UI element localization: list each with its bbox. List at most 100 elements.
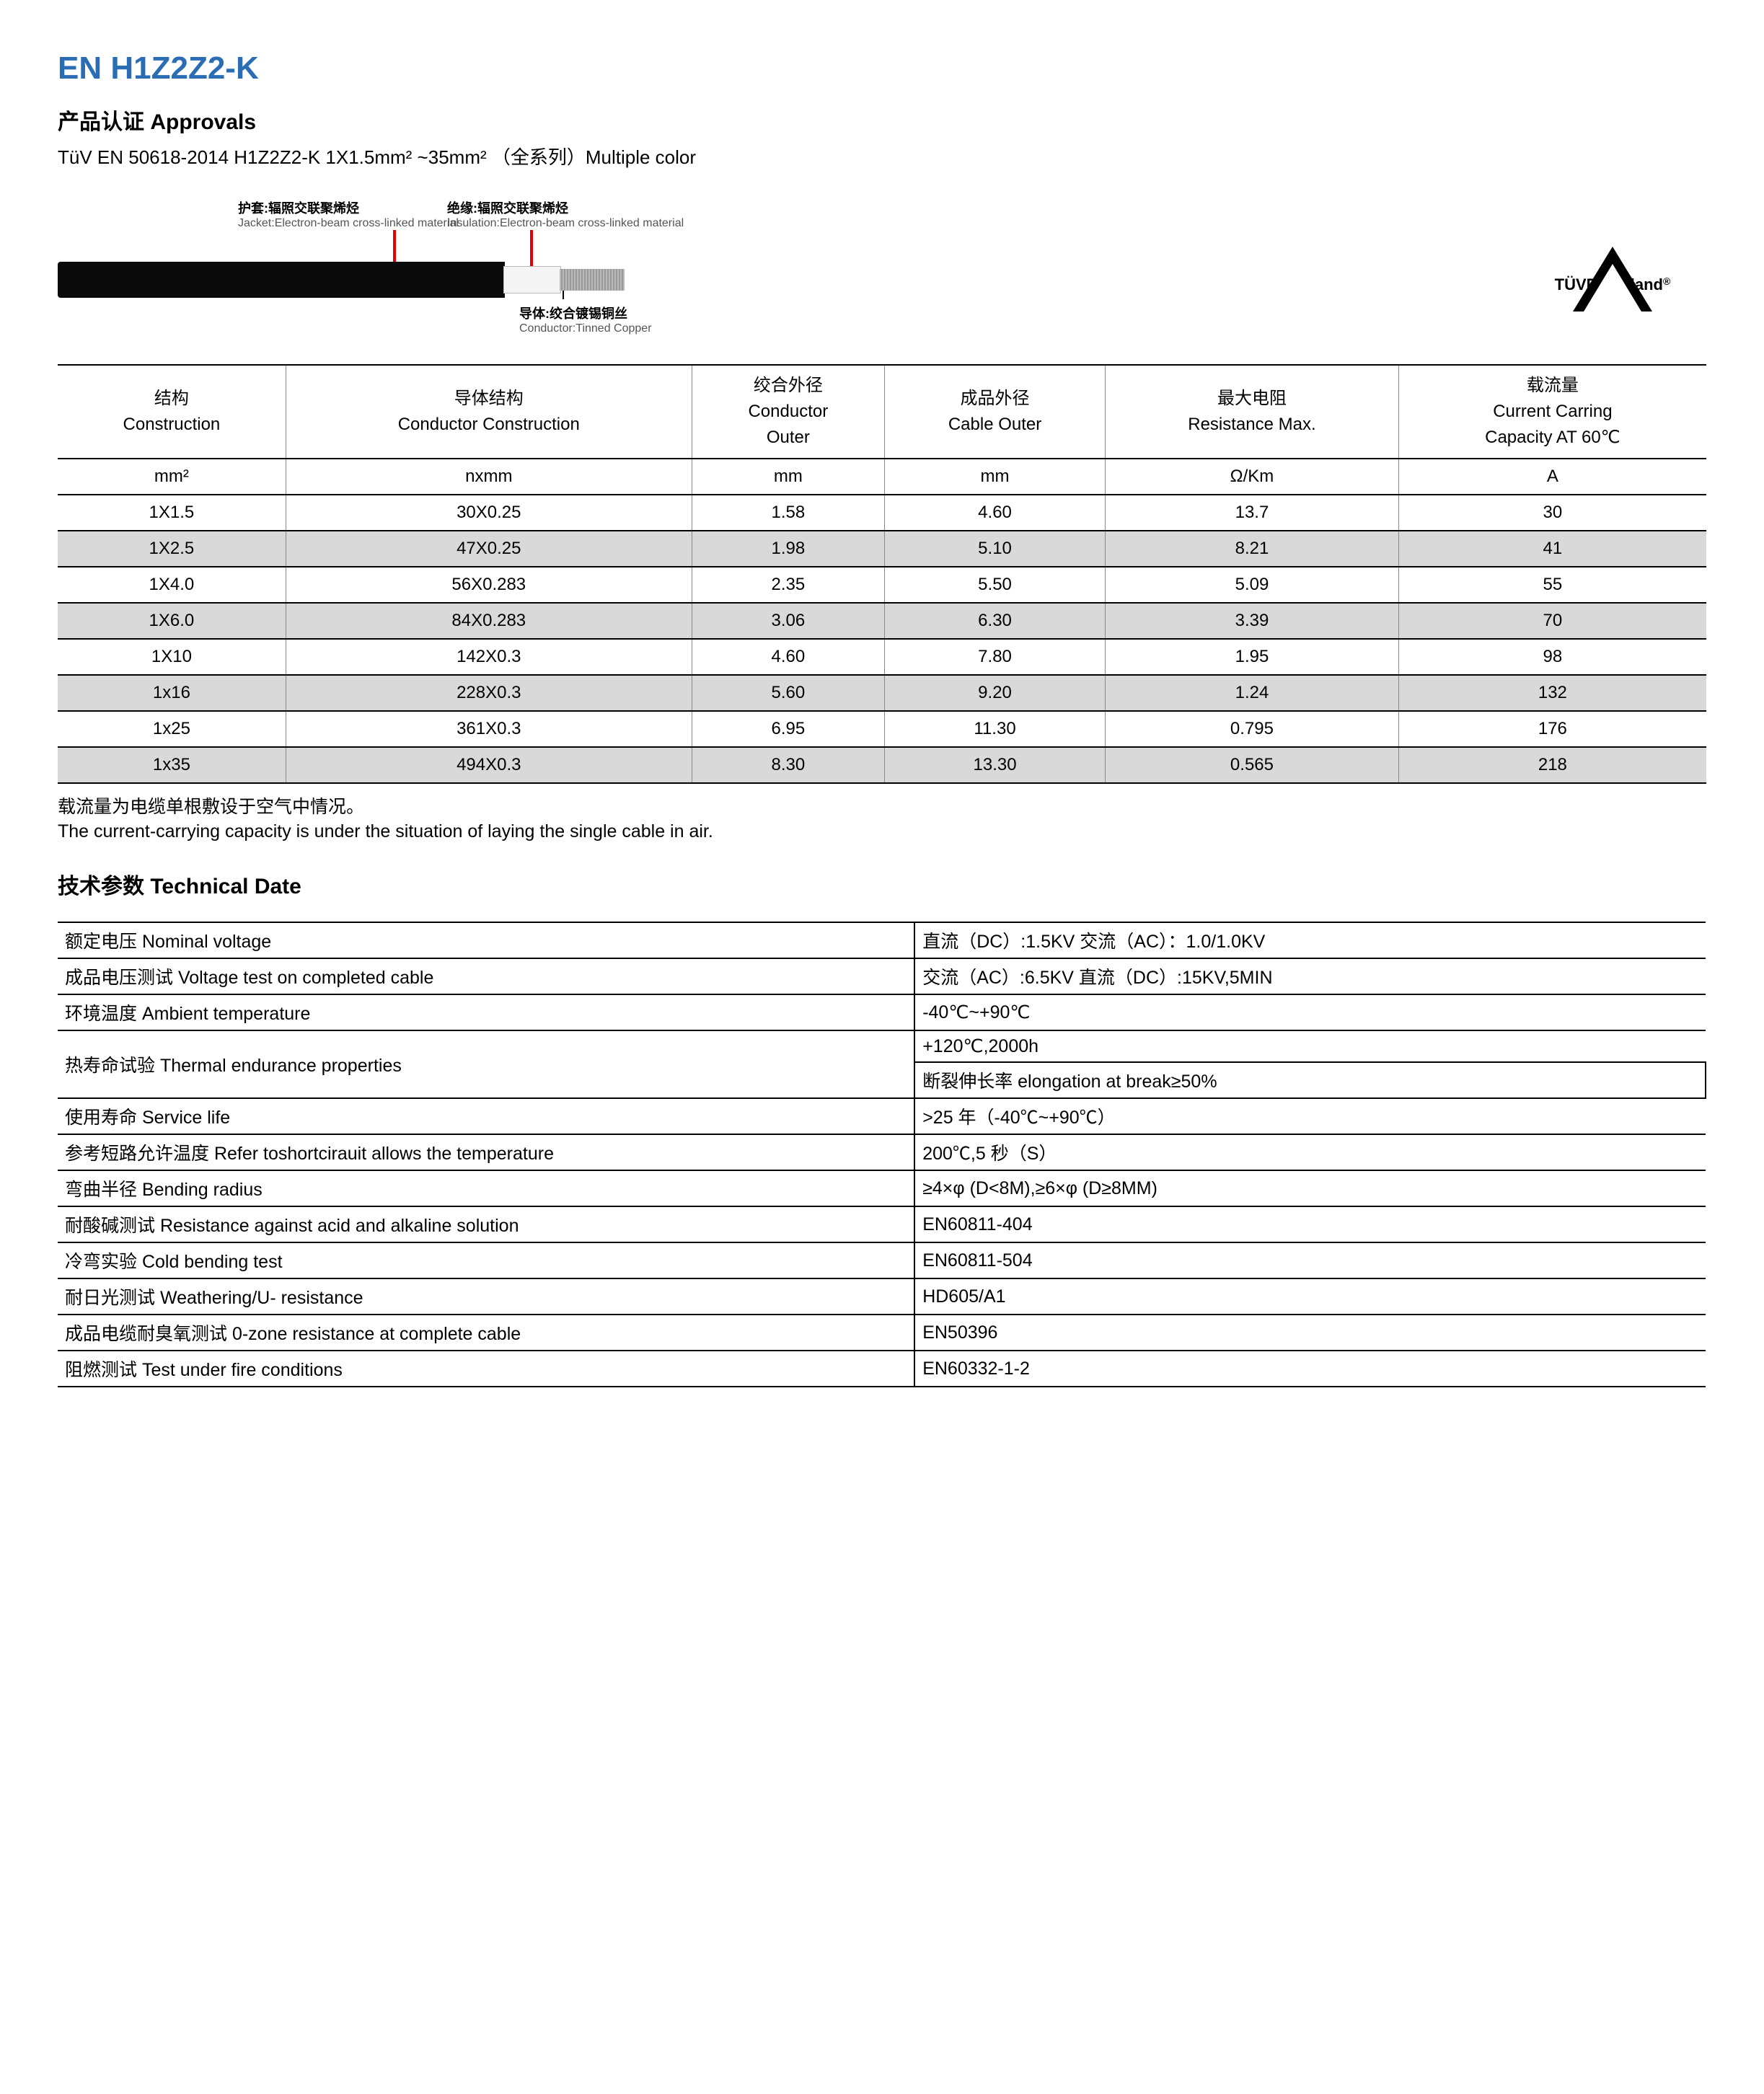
- spec-unit: nxmm: [286, 459, 692, 495]
- note-cn: 载流量为电缆单根敷设于空气中情况。: [58, 792, 1706, 818]
- spec-cell: 0.565: [1106, 747, 1399, 783]
- tech-label: 热寿命试验 Thermal endurance properties: [58, 1030, 914, 1098]
- spec-unit: Ω/Km: [1106, 459, 1399, 495]
- spec-cell: 30: [1398, 495, 1706, 531]
- tech-value: EN60811-504: [914, 1242, 1706, 1278]
- spec-cell: 5.10: [884, 531, 1105, 567]
- spec-cell: 1.58: [692, 495, 884, 531]
- cable-diagram: 护套:辐照交联聚烯烃 Jacket:Electron-beam cross-li…: [58, 198, 1490, 343]
- spec-cell: 56X0.283: [286, 567, 692, 603]
- tech-value: 200℃,5 秒（S）: [914, 1134, 1706, 1170]
- tech-value: ≥4×φ (D<8M),≥6×φ (D≥8MM): [914, 1170, 1706, 1206]
- tech-label: 阻燃测试 Test under fire conditions: [58, 1351, 914, 1387]
- spec-header: 最大电阻Resistance Max.: [1106, 365, 1399, 459]
- spec-cell: 1X1.5: [58, 495, 286, 531]
- tech-label: 弯曲半径 Bending radius: [58, 1170, 914, 1206]
- tech-label: 成品电压测试 Voltage test on completed cable: [58, 958, 914, 994]
- spec-cell: 30X0.25: [286, 495, 692, 531]
- spec-cell: 2.35: [692, 567, 884, 603]
- spec-cell: 8.21: [1106, 531, 1399, 567]
- spec-cell: 1.24: [1106, 675, 1399, 711]
- spec-cell: 1X10: [58, 639, 286, 675]
- spec-cell: 0.795: [1106, 711, 1399, 747]
- approvals-text: TüV EN 50618-2014 H1Z2Z2-K 1X1.5mm² ~35m…: [58, 143, 1706, 169]
- tech-value: 直流（DC）:1.5KV 交流（AC）：1.0/1.0KV: [914, 922, 1706, 958]
- tech-label: 使用寿命 Service life: [58, 1098, 914, 1134]
- spec-cell: 1.95: [1106, 639, 1399, 675]
- tech-value: +120℃,2000h: [914, 1030, 1706, 1062]
- spec-cell: 361X0.3: [286, 711, 692, 747]
- spec-cell: 176: [1398, 711, 1706, 747]
- spec-cell: 13.30: [884, 747, 1105, 783]
- spec-cell: 84X0.283: [286, 603, 692, 639]
- cable-diagram-row: 护套:辐照交联聚烯烃 Jacket:Electron-beam cross-li…: [58, 198, 1706, 343]
- tech-label: 成品电缆耐臭氧测试 0-zone resistance at complete …: [58, 1315, 914, 1351]
- spec-header: 结构Construction: [58, 365, 286, 459]
- jacket-label-en: Jacket:Electron-beam cross-linked materi…: [238, 217, 459, 230]
- tuv-logo: TÜVRheinland®: [1519, 247, 1706, 294]
- spec-cell: 142X0.3: [286, 639, 692, 675]
- spec-cell: 7.80: [884, 639, 1105, 675]
- conductor-shape: [560, 269, 625, 291]
- tech-label: 额定电压 Nominal voltage: [58, 922, 914, 958]
- tech-value: 交流（AC）:6.5KV 直流（DC）:15KV,5MIN: [914, 958, 1706, 994]
- spec-table: 结构Construction导体结构Conductor Construction…: [58, 364, 1706, 784]
- spec-cell: 132: [1398, 675, 1706, 711]
- insulation-shape: [503, 266, 561, 293]
- tech-table: 额定电压 Nominal voltage直流（DC）:1.5KV 交流（AC）：…: [58, 922, 1706, 1387]
- spec-cell: 494X0.3: [286, 747, 692, 783]
- tech-value: EN60811-404: [914, 1206, 1706, 1242]
- spec-header: 成品外径Cable Outer: [884, 365, 1105, 459]
- spec-cell: 5.60: [692, 675, 884, 711]
- spec-cell: 3.06: [692, 603, 884, 639]
- arrow-icon: [563, 291, 564, 299]
- spec-cell: 228X0.3: [286, 675, 692, 711]
- tech-value: -40℃~+90℃: [914, 994, 1706, 1030]
- tech-heading: 技术参数 Technical Date: [58, 868, 1706, 900]
- spec-cell: 47X0.25: [286, 531, 692, 567]
- tech-value: HD605/A1: [914, 1278, 1706, 1315]
- spec-cell: 1x25: [58, 711, 286, 747]
- spec-cell: 1X2.5: [58, 531, 286, 567]
- conductor-label-cn: 导体:绞合镀锡铜丝: [519, 304, 652, 322]
- tech-label: 耐酸碱测试 Resistance against acid and alkali…: [58, 1206, 914, 1242]
- spec-cell: 6.30: [884, 603, 1105, 639]
- spec-cell: 70: [1398, 603, 1706, 639]
- spec-cell: 11.30: [884, 711, 1105, 747]
- spec-cell: 9.20: [884, 675, 1105, 711]
- spec-cell: 1X6.0: [58, 603, 286, 639]
- spec-cell: 5.09: [1106, 567, 1399, 603]
- spec-unit: mm²: [58, 459, 286, 495]
- spec-cell: 1.98: [692, 531, 884, 567]
- jacket-shape: [58, 262, 505, 298]
- tech-value: EN50396: [914, 1315, 1706, 1351]
- tech-label: 耐日光测试 Weathering/U- resistance: [58, 1278, 914, 1315]
- tech-label: 冷弯实验 Cold bending test: [58, 1242, 914, 1278]
- spec-unit: A: [1398, 459, 1706, 495]
- spec-cell: 1X4.0: [58, 567, 286, 603]
- tech-label: 环境温度 Ambient temperature: [58, 994, 914, 1030]
- spec-cell: 1x16: [58, 675, 286, 711]
- jacket-label: 护套:辐照交联聚烯烃 Jacket:Electron-beam cross-li…: [238, 198, 459, 230]
- spec-cell: 13.7: [1106, 495, 1399, 531]
- spec-cell: 98: [1398, 639, 1706, 675]
- note-en: The current-carrying capacity is under t…: [58, 821, 1706, 842]
- tuv-triangle-icon: [1573, 247, 1652, 312]
- conductor-label: 导体:绞合镀锡铜丝 Conductor:Tinned Copper: [519, 304, 652, 335]
- spec-header: 绞合外径ConductorOuter: [692, 365, 884, 459]
- spec-header: 载流量Current CarringCapacity AT 60℃: [1398, 365, 1706, 459]
- insulation-label-cn: 绝缘:辐照交联聚烯烃: [447, 198, 684, 217]
- tech-value: 断裂伸长率 elongation at break≥50%: [914, 1062, 1706, 1098]
- spec-cell: 4.60: [884, 495, 1105, 531]
- conductor-label-en: Conductor:Tinned Copper: [519, 322, 652, 335]
- approvals-heading: 产品认证 Approvals: [58, 104, 1706, 136]
- insulation-label-en: Insulation:Electron-beam cross-linked ma…: [447, 217, 684, 230]
- spec-cell: 1x35: [58, 747, 286, 783]
- tech-value: >25 年（-40℃~+90℃）: [914, 1098, 1706, 1134]
- spec-cell: 3.39: [1106, 603, 1399, 639]
- spec-unit: mm: [884, 459, 1105, 495]
- spec-cell: 4.60: [692, 639, 884, 675]
- spec-cell: 41: [1398, 531, 1706, 567]
- spec-unit: mm: [692, 459, 884, 495]
- spec-cell: 6.95: [692, 711, 884, 747]
